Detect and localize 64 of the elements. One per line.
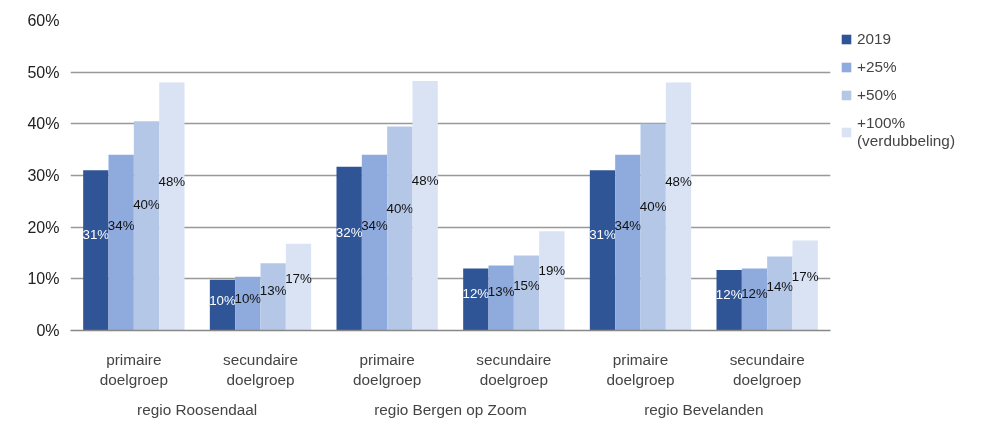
data-label: 12% <box>741 285 768 301</box>
data-label: 40% <box>133 197 160 213</box>
text: regio Bergen op Zoom <box>374 400 527 418</box>
y-tick-label: 20% <box>27 218 60 236</box>
data-label: 10% <box>209 292 236 308</box>
data-label: 34% <box>361 217 388 233</box>
y-tick-label: 40% <box>27 115 60 133</box>
bar <box>640 123 666 331</box>
data-label: 48% <box>158 174 186 190</box>
bar <box>235 276 261 331</box>
data-label: 32% <box>335 224 363 240</box>
data-label: 17% <box>791 269 819 285</box>
bar <box>488 265 514 331</box>
x-tick-label: secundaire doelgroep <box>223 350 299 388</box>
data-label: 15% <box>513 278 540 294</box>
data-label: 40% <box>386 200 414 216</box>
y-tick-label: 0% <box>36 322 60 339</box>
bar <box>336 166 362 331</box>
data-label: 48% <box>411 173 439 189</box>
bar <box>159 82 185 331</box>
text: regio Bevelanden <box>644 400 764 418</box>
text: regio Roosendaal <box>137 400 258 418</box>
y-tick-label: 30% <box>27 167 60 184</box>
data-label: 17% <box>285 270 312 286</box>
bar <box>539 231 565 331</box>
legend-label: +25% <box>857 58 897 76</box>
legend-label: +50% <box>857 86 897 104</box>
legend-label: +100% (verdubbeling) <box>857 114 955 150</box>
data-label: 12% <box>715 286 743 302</box>
y-tick-label: 10% <box>27 270 60 288</box>
data-label: 14% <box>766 278 794 294</box>
x-tick-label: primaire doelgroep <box>99 350 168 388</box>
data-label: 13% <box>259 282 287 298</box>
data-label: 48% <box>665 174 692 190</box>
data-label: 12% <box>462 285 490 301</box>
bar <box>767 256 793 331</box>
data-label: 40% <box>639 199 667 214</box>
y-tick-label: 50% <box>27 63 60 81</box>
bar <box>387 126 413 331</box>
bar <box>615 154 641 331</box>
x-tick-label: primaire doelgroep <box>353 350 422 388</box>
bar <box>108 154 134 331</box>
x-tick-label: secundaire doelgroep <box>729 350 805 388</box>
bar <box>513 255 540 331</box>
bar <box>260 263 286 331</box>
y-tick-label: 60% <box>27 12 60 29</box>
data-label: 10% <box>234 290 262 306</box>
legend-label: 2019 <box>857 30 892 48</box>
data-label: 19% <box>538 263 566 279</box>
data-label: 31% <box>589 226 616 242</box>
bar <box>412 80 438 331</box>
x-tick-label: primaire doelgroep <box>606 350 675 388</box>
data-label: 13% <box>487 283 515 299</box>
bar <box>792 240 818 331</box>
bar <box>83 170 109 331</box>
bar <box>665 82 692 331</box>
bar <box>361 154 388 331</box>
data-label: 34% <box>614 217 642 233</box>
bar <box>589 170 616 331</box>
bar <box>463 268 489 331</box>
x-tick-label: secundaire doelgroep <box>476 350 552 388</box>
bar <box>285 243 312 331</box>
bar <box>133 121 160 331</box>
data-label: 34% <box>107 217 135 233</box>
